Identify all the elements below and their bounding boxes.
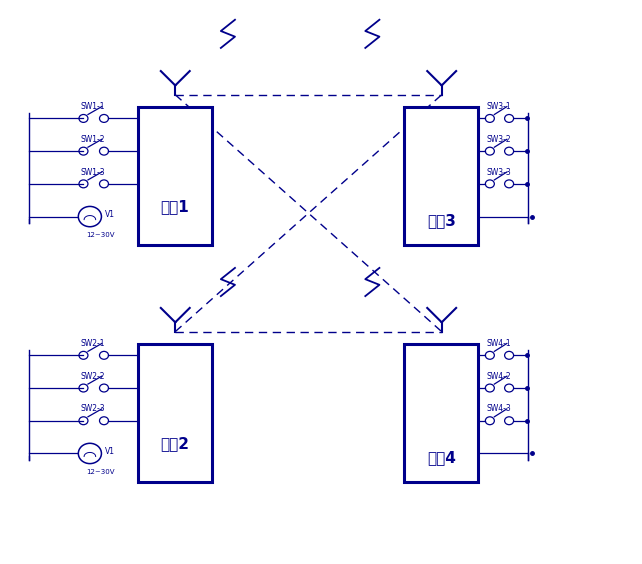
Text: 12~30V: 12~30V — [87, 232, 115, 239]
Text: SW1-3: SW1-3 — [80, 168, 105, 177]
Text: 模兗1: 模兗1 — [160, 199, 189, 214]
Text: SW2-2: SW2-2 — [80, 372, 105, 381]
FancyBboxPatch shape — [138, 107, 212, 245]
Text: SW3-2: SW3-2 — [487, 135, 511, 144]
Text: SW4-3: SW4-3 — [487, 404, 512, 413]
FancyBboxPatch shape — [138, 344, 212, 482]
Text: V1: V1 — [105, 210, 116, 219]
Text: SW1-1: SW1-1 — [80, 102, 105, 111]
Text: 模兗3: 模兗3 — [427, 213, 456, 228]
FancyBboxPatch shape — [404, 344, 478, 482]
Text: SW2-3: SW2-3 — [80, 404, 105, 413]
Text: SW4-2: SW4-2 — [487, 372, 511, 381]
Text: 12~30V: 12~30V — [87, 469, 115, 475]
Text: SW3-3: SW3-3 — [487, 168, 512, 177]
Text: SW1-2: SW1-2 — [80, 135, 105, 144]
Text: SW4-1: SW4-1 — [487, 339, 511, 348]
Text: 模兗4: 模兗4 — [427, 450, 456, 465]
Text: SW2-1: SW2-1 — [80, 339, 105, 348]
Text: 模兗2: 模兗2 — [160, 436, 189, 451]
FancyBboxPatch shape — [404, 107, 478, 245]
Text: SW3-1: SW3-1 — [487, 102, 511, 111]
Text: V1: V1 — [105, 447, 116, 456]
